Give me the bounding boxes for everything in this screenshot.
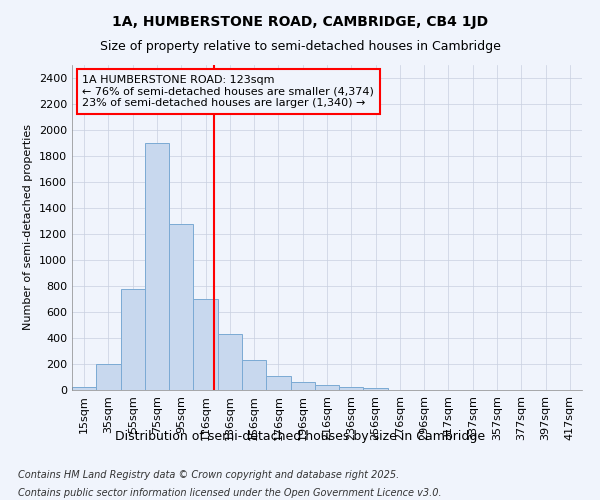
Text: Size of property relative to semi-detached houses in Cambridge: Size of property relative to semi-detach… <box>100 40 500 53</box>
Bar <box>193 299 218 390</box>
Bar <box>145 143 169 390</box>
Text: Contains HM Land Registry data © Crown copyright and database right 2025.: Contains HM Land Registry data © Crown c… <box>18 470 399 480</box>
Bar <box>290 382 315 390</box>
Bar <box>242 360 266 390</box>
Text: Contains public sector information licensed under the Open Government Licence v3: Contains public sector information licen… <box>18 488 442 498</box>
Y-axis label: Number of semi-detached properties: Number of semi-detached properties <box>23 124 34 330</box>
Bar <box>364 388 388 390</box>
Bar <box>169 224 193 390</box>
Text: 1A HUMBERSTONE ROAD: 123sqm
← 76% of semi-detached houses are smaller (4,374)
23: 1A HUMBERSTONE ROAD: 123sqm ← 76% of sem… <box>82 74 374 108</box>
Text: Distribution of semi-detached houses by size in Cambridge: Distribution of semi-detached houses by … <box>115 430 485 443</box>
Bar <box>266 376 290 390</box>
Bar <box>315 385 339 390</box>
Bar <box>339 387 364 390</box>
Bar <box>72 387 96 390</box>
Bar <box>218 334 242 390</box>
Bar <box>96 364 121 390</box>
Text: 1A, HUMBERSTONE ROAD, CAMBRIDGE, CB4 1JD: 1A, HUMBERSTONE ROAD, CAMBRIDGE, CB4 1JD <box>112 15 488 29</box>
Bar <box>121 289 145 390</box>
